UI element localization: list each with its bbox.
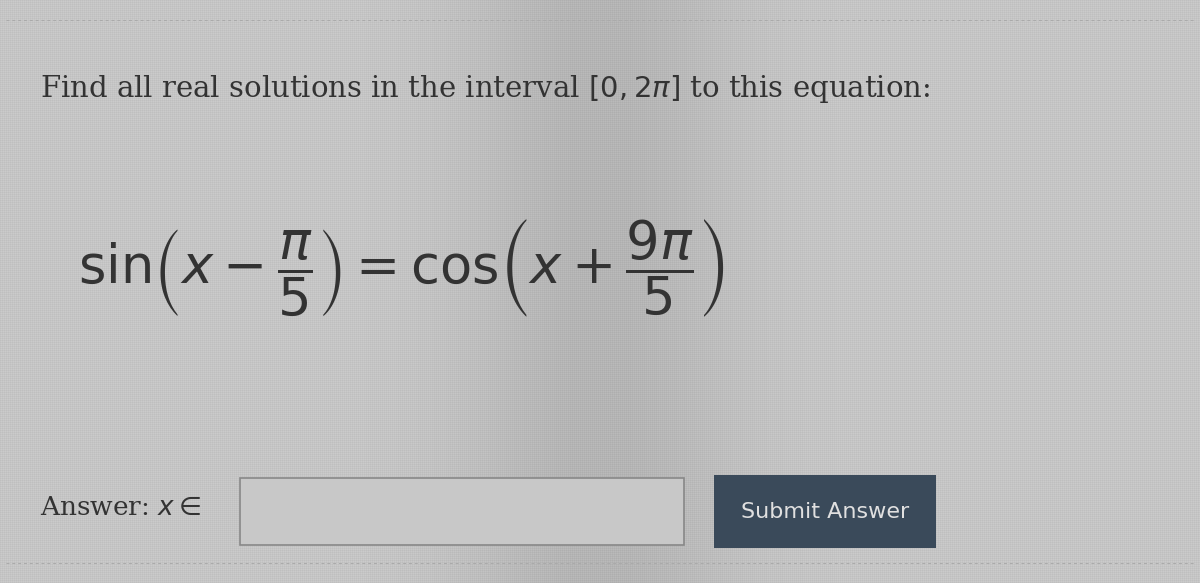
Text: $\sin\!\left(x - \dfrac{\pi}{5}\right) = \cos\!\left(x + \dfrac{9\pi}{5}\right)$: $\sin\!\left(x - \dfrac{\pi}{5}\right) =… [78,217,725,319]
Text: Answer: $x \in$: Answer: $x \in$ [40,495,200,519]
Text: Find all real solutions in the interval $[0, 2\pi]$ to this equation:: Find all real solutions in the interval … [40,73,930,105]
FancyBboxPatch shape [714,475,936,548]
FancyBboxPatch shape [240,478,684,545]
Text: Submit Answer: Submit Answer [740,501,910,522]
